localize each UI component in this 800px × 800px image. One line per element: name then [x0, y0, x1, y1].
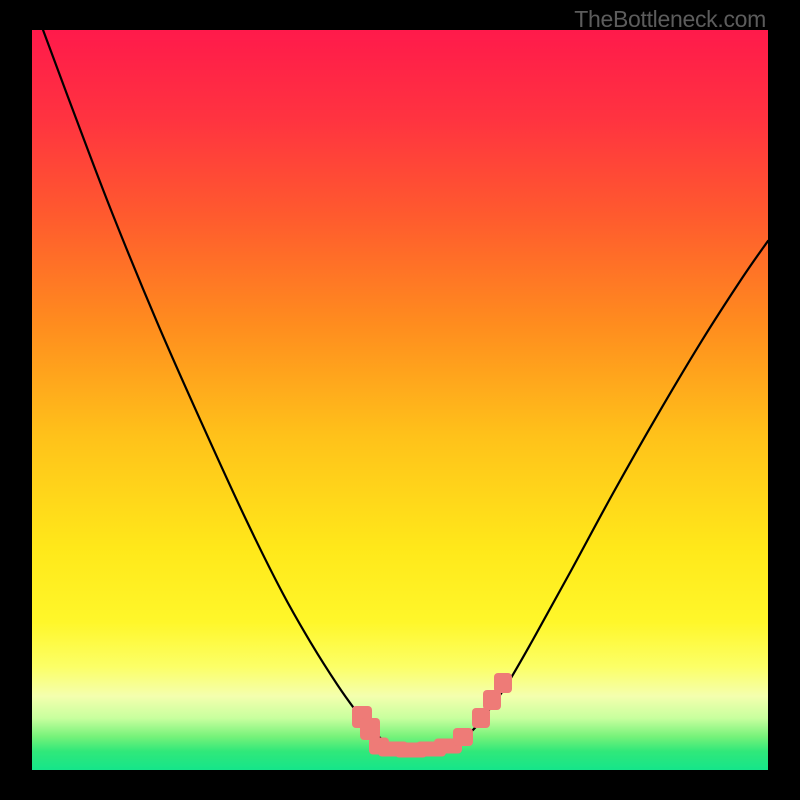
data-marker	[472, 708, 490, 728]
curve-right	[418, 241, 768, 750]
data-marker	[453, 728, 473, 746]
curve-overlay	[32, 30, 768, 770]
plot-area	[32, 30, 768, 770]
data-marker	[483, 690, 501, 710]
curve-left	[43, 30, 418, 750]
watermark-text: TheBottleneck.com	[574, 6, 766, 33]
data-marker	[360, 718, 380, 740]
data-marker	[494, 673, 512, 693]
